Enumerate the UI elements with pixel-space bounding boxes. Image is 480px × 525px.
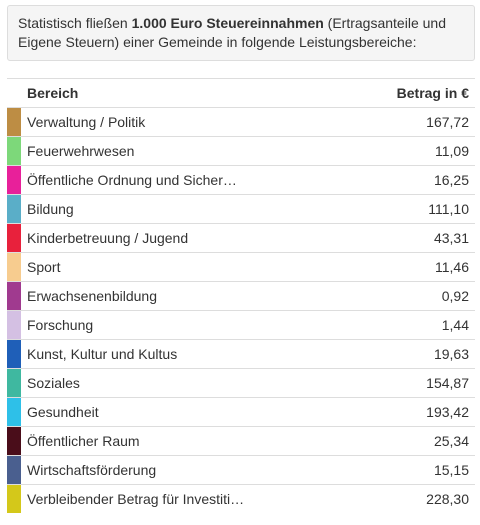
color-swatch (7, 136, 21, 166)
amount: 16,25 (336, 165, 475, 195)
table-row: Wirtschaftsförderung 15,15 (7, 455, 475, 485)
color-swatch (7, 223, 21, 253)
category-label: Kinderbetreuung / Jugend (21, 223, 337, 253)
table-row: Soziales 154,87 (7, 368, 475, 398)
table-row: Forschung 1,44 (7, 310, 475, 340)
color-swatch (7, 165, 21, 195)
amount: 11,46 (336, 252, 475, 282)
header-row: Bereich Betrag in € (7, 78, 475, 108)
amount: 0,92 (336, 281, 475, 311)
color-swatch (7, 339, 21, 369)
category-label: Forschung (21, 310, 337, 340)
table-row: Öffentliche Ordnung und Sicher… 16,25 (7, 165, 475, 195)
category-label: Bildung (21, 194, 337, 224)
intro-text: (Ertragsanteile und Eigene Steuern) eine… (18, 15, 446, 50)
category-label: Verwaltung / Politik (21, 107, 337, 137)
table-row: Kinderbetreuung / Jugend 43,31 (7, 223, 475, 253)
table-row: Kunst, Kultur und Kultus 19,63 (7, 339, 475, 369)
color-swatch (7, 281, 21, 311)
amount: 154,87 (336, 368, 475, 398)
amount: 111,10 (336, 194, 475, 224)
category-label: Verbleibender Betrag für Investiti… (21, 484, 337, 513)
table-row: Öffentlicher Raum 25,34 (7, 426, 475, 456)
color-swatch (7, 310, 21, 340)
amount: 25,34 (336, 426, 475, 456)
color-swatch (7, 252, 21, 282)
table-row: Verbleibender Betrag für Investiti… 228,3… (7, 484, 475, 513)
category-label: Wirtschaftsförderung (21, 455, 337, 485)
intro-bold: 1.000 Euro Steuereinnahmen (131, 15, 324, 31)
category-label: Sport (21, 252, 337, 282)
table: Bereich Betrag in € Verwaltung / Politik… (7, 78, 475, 513)
amount: 15,15 (336, 455, 475, 485)
amount: 11,09 (336, 136, 475, 166)
color-swatch (7, 368, 21, 398)
color-swatch (7, 107, 21, 137)
header-cell: Bereich (7, 78, 337, 108)
category-label: Kunst, Kultur und Kultus (21, 339, 337, 369)
table-row: Erwachsenenbildung 0,92 (7, 281, 475, 311)
intro-box: Statistisch fließen 1.000 Euro Steuerein… (7, 5, 475, 61)
amount: 167,72 (336, 107, 475, 137)
category-label: Gesundheit (21, 397, 337, 427)
category-label: Öffentliche Ordnung und Sicher… (21, 165, 337, 195)
color-swatch (7, 194, 21, 224)
color-swatch (7, 397, 21, 427)
color-swatch (7, 455, 21, 485)
amount: 1,44 (336, 310, 475, 340)
table-row: Sport 11,46 (7, 252, 475, 282)
table-row: Verwaltung / Politik 167,72 (7, 107, 475, 137)
header-cell: Betrag in € (336, 78, 475, 108)
intro-text: Statistisch fließen (18, 15, 132, 31)
table-row: Feuerwehrwesen 11,09 (7, 136, 475, 166)
category-label: Erwachsenenbildung (21, 281, 337, 311)
category-label: Soziales (21, 368, 337, 398)
amount: 43,31 (336, 223, 475, 253)
table-row: Bildung 111,10 (7, 194, 475, 224)
amount: 193,42 (336, 397, 475, 427)
category-label: Feuerwehrwesen (21, 136, 337, 166)
table-body: Verwaltung / Politik 167,72 Feuerwehrwesen… (7, 107, 475, 513)
table-row: Gesundheit 193,42 (7, 397, 475, 427)
amount: 19,63 (336, 339, 475, 369)
amount: 228,30 (336, 484, 475, 513)
category-label: Öffentlicher Raum (21, 426, 337, 456)
color-swatch (7, 426, 21, 456)
color-swatch (7, 484, 21, 513)
